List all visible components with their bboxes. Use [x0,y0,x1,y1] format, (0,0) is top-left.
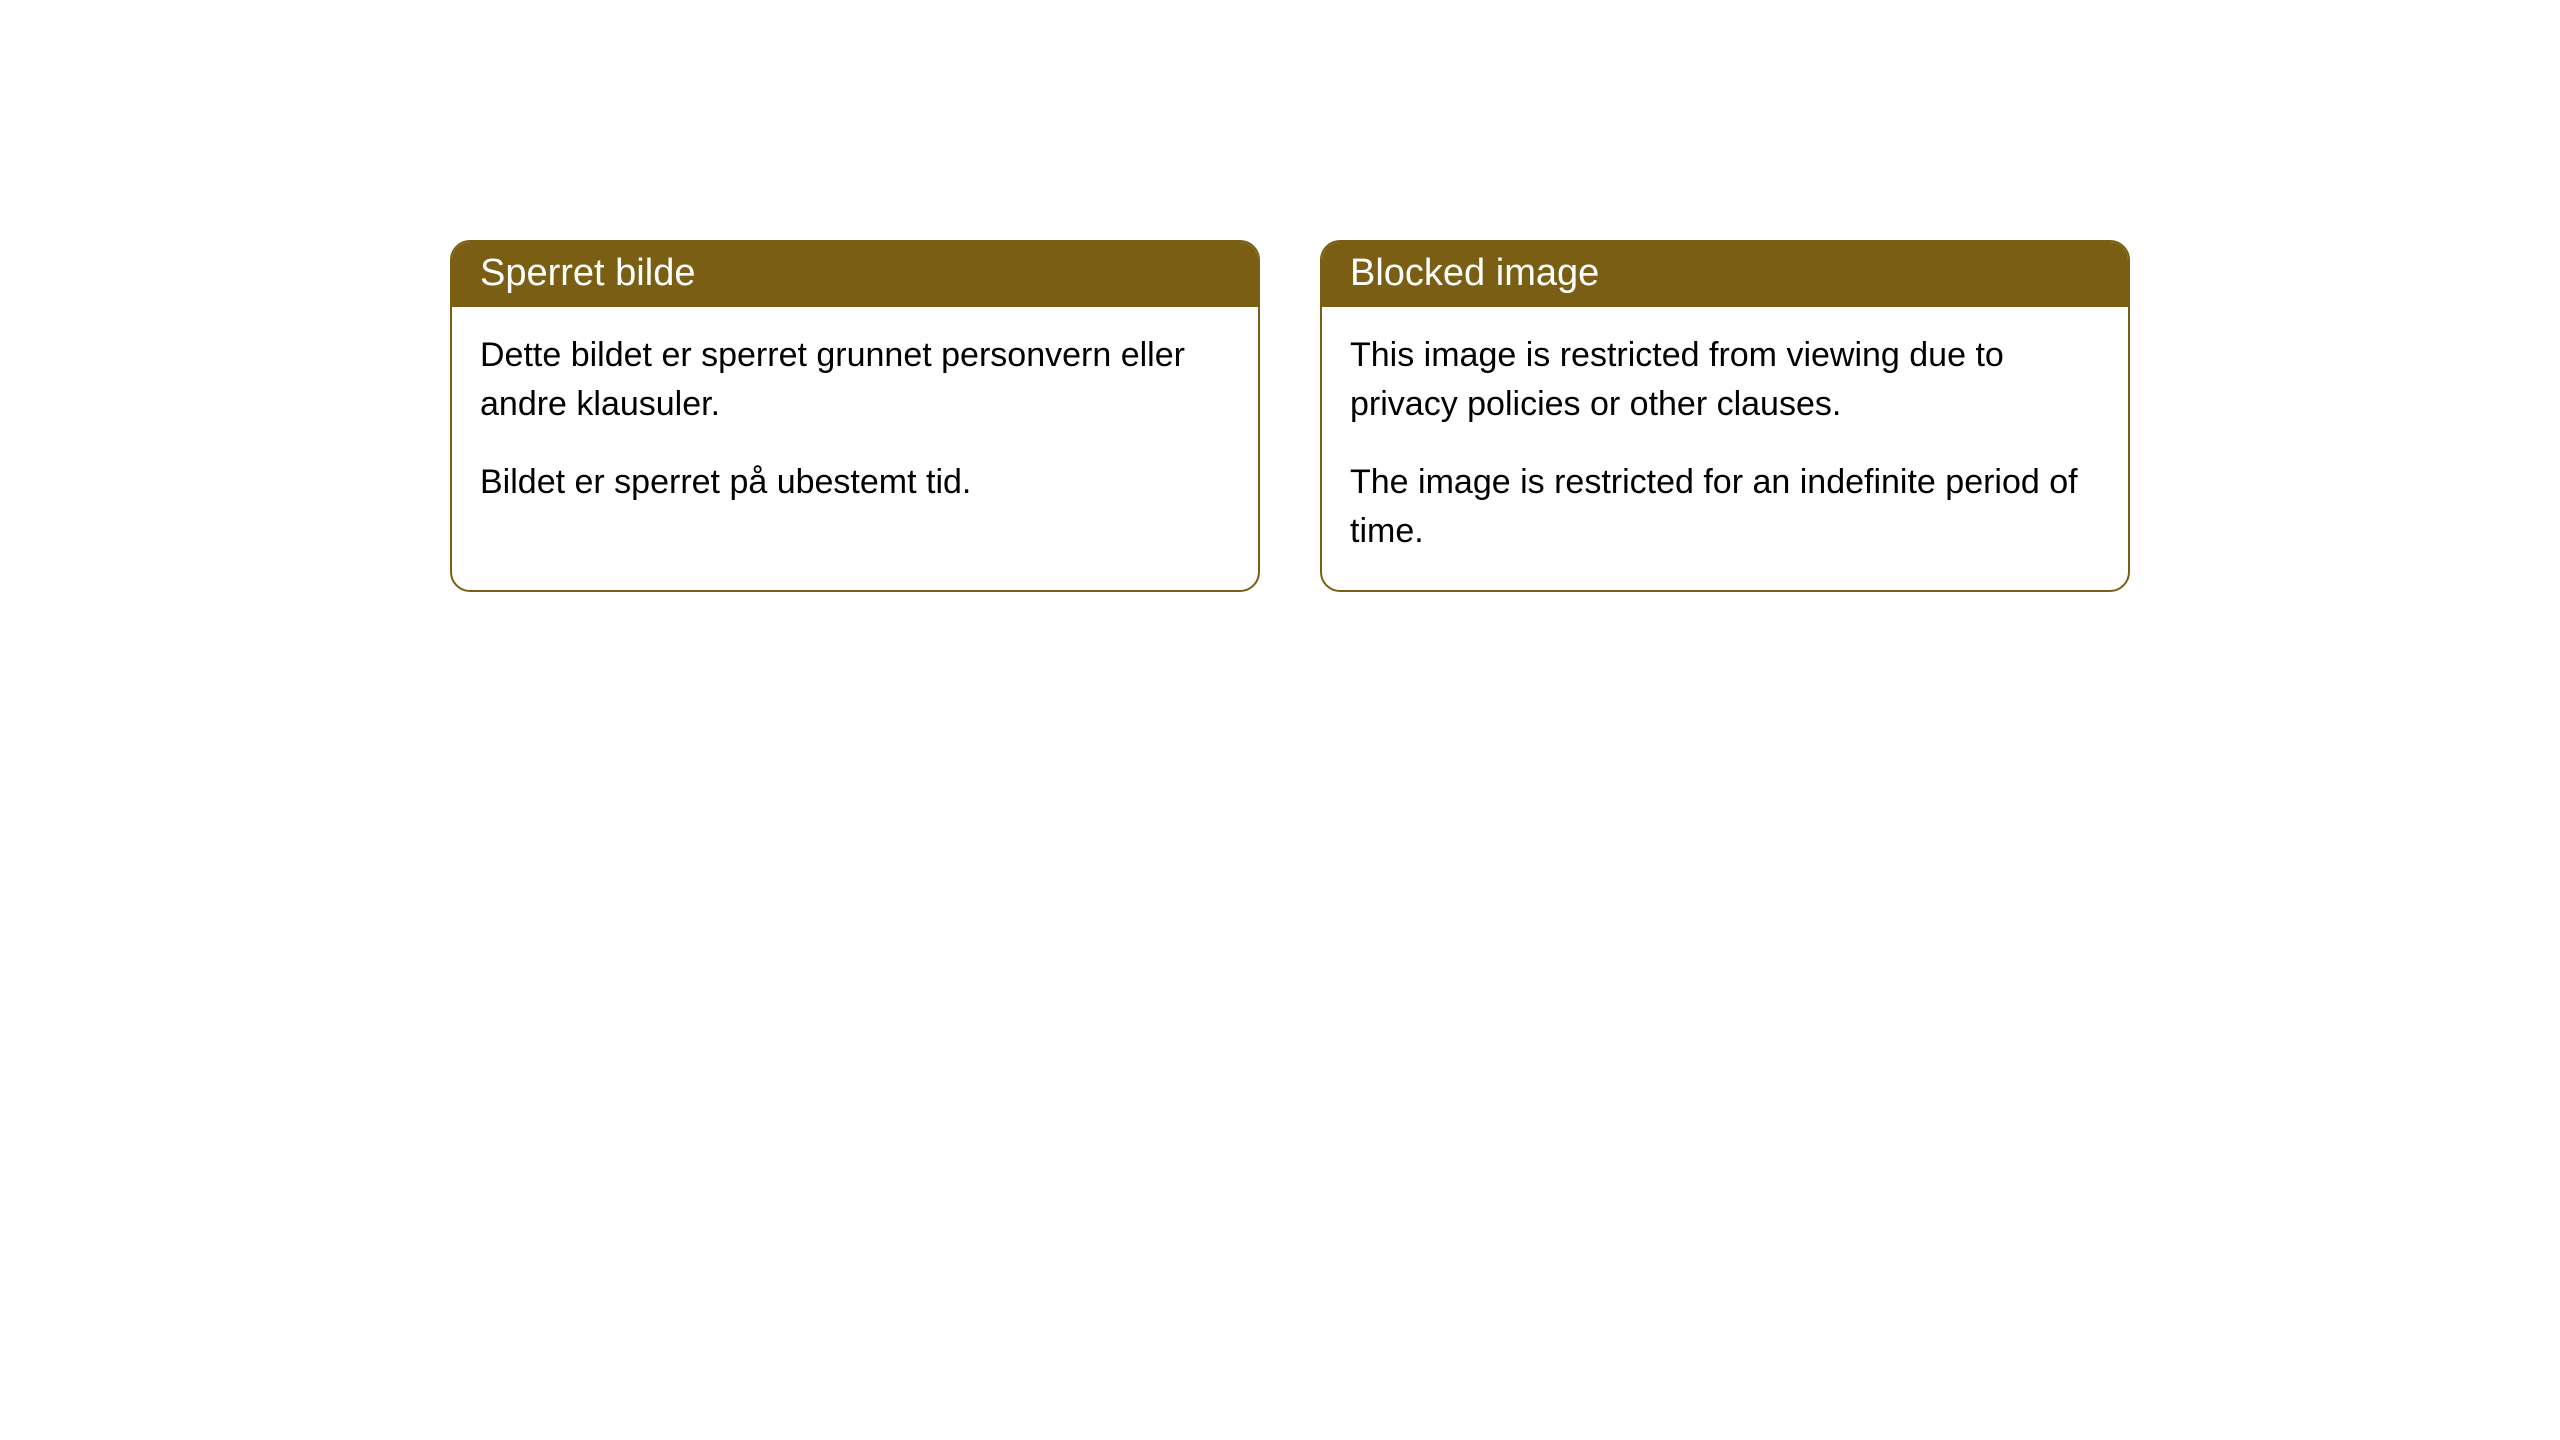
card-header-english: Blocked image [1322,242,2128,307]
notice-card-english: Blocked image This image is restricted f… [1320,240,2130,592]
notice-card-norwegian: Sperret bilde Dette bildet er sperret gr… [450,240,1260,592]
card-paragraph: This image is restricted from viewing du… [1350,331,2100,430]
card-paragraph: The image is restricted for an indefinit… [1350,458,2100,557]
card-header-norwegian: Sperret bilde [452,242,1258,307]
notice-cards-container: Sperret bilde Dette bildet er sperret gr… [450,240,2130,592]
card-paragraph: Dette bildet er sperret grunnet personve… [480,331,1230,430]
card-body-english: This image is restricted from viewing du… [1322,307,2128,590]
card-body-norwegian: Dette bildet er sperret grunnet personve… [452,307,1258,541]
card-paragraph: Bildet er sperret på ubestemt tid. [480,458,1230,507]
